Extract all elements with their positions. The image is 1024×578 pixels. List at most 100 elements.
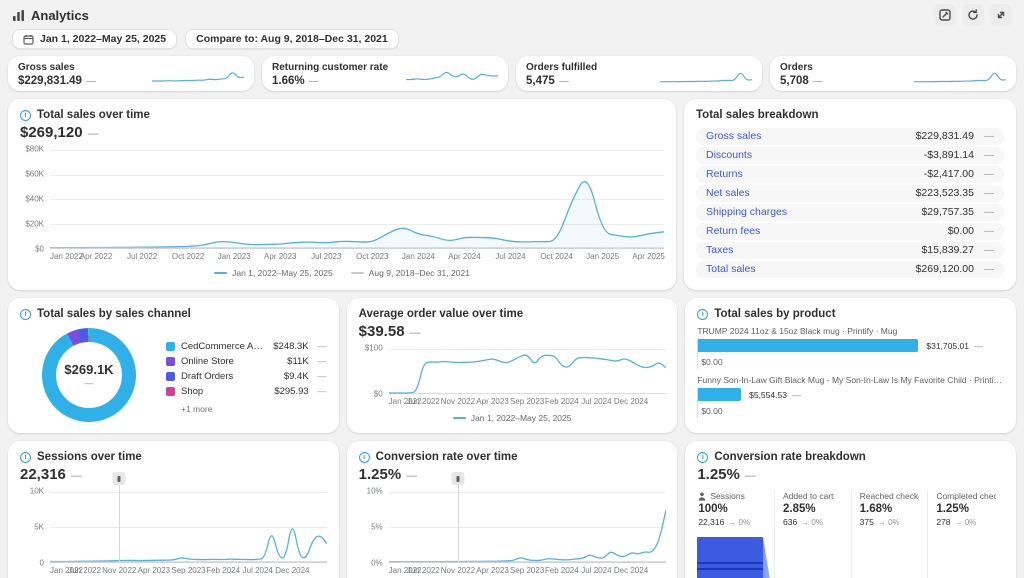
- breakdown-row-discounts[interactable]: Discounts -$3,891.14 —: [696, 147, 1004, 164]
- breakdown-row-return-fees[interactable]: Return fees $0.00 —: [696, 223, 1004, 240]
- breakdown-row-label[interactable]: Gross sales: [706, 130, 762, 143]
- channel-legend-item-draft-orders: Draft Orders $9.4K —: [166, 371, 327, 382]
- delta-dash: —: [317, 371, 327, 381]
- conversion-value: 1.25% —: [358, 466, 418, 483]
- channel-swatch: [166, 371, 175, 381]
- product-bar-row: $5,554.53—: [698, 388, 1004, 401]
- kpi-card-orders-fulfilled[interactable]: Orders fulfilled 5,475—: [516, 56, 762, 91]
- line-chart-svg: [49, 492, 328, 563]
- funnel-divider: [773, 491, 775, 578]
- legend-label: Aug 9, 2018–Dec 31, 2021: [368, 268, 470, 278]
- card-title: Conversion rate over time: [375, 451, 518, 463]
- funnel-bars-svg: [697, 537, 771, 578]
- funnel-divider: [850, 491, 852, 578]
- funnel-step-count-row: 375 → 0%: [860, 517, 920, 527]
- funnel-step-count: 636: [782, 517, 798, 527]
- delta-dash: —: [973, 340, 983, 351]
- conversion-rate-over-time-card: i Conversion rate over time 1.25% — 0% 5% 1…: [346, 441, 678, 578]
- page-title: Analytics: [31, 7, 89, 23]
- kpi-value: 5,475—: [526, 75, 569, 87]
- delta-dash: —: [317, 356, 327, 366]
- x-tick-label: Apr 2025: [632, 252, 665, 261]
- x-tick-label: Jul 2024: [495, 252, 526, 261]
- x-tick-label: Nov 2022: [102, 566, 137, 575]
- breakdown-row-label[interactable]: Taxes: [706, 244, 734, 257]
- y-tick-label: 0%: [371, 558, 383, 568]
- kpi-sparkline: [152, 72, 244, 82]
- expand-button[interactable]: [990, 4, 1012, 26]
- funnel-step-count: 278: [936, 517, 951, 527]
- product-group: Funny Son-In-Law Gift Black Mug - My Son…: [697, 375, 1004, 418]
- delta-dash: —: [812, 76, 823, 87]
- compare-picker[interactable]: Compare to: Aug 9, 2018–Dec 31, 2021: [185, 29, 399, 49]
- kpi-label: Orders fulfilled: [526, 62, 598, 73]
- kpi-value: $229,831.49—: [18, 75, 96, 87]
- breakdown-row-label[interactable]: Total sales: [706, 263, 756, 276]
- show-more-channels[interactable]: +1 more: [181, 403, 213, 414]
- insight-icon: i: [697, 308, 709, 320]
- funnel-step-label-row: Reached checkout: [860, 491, 920, 501]
- conversion-funnel: Sessions 100% 22,316 → 0% Added to cart 2.85%…: [697, 491, 1004, 578]
- card-title-row: i Conversion rate over time: [358, 451, 666, 463]
- date-range-label: Jan 1, 2022–May 25, 2025: [40, 33, 167, 45]
- breakdown-row-total-sales[interactable]: Total sales $269,120.00 —: [696, 261, 1004, 278]
- breakdown-row-label[interactable]: Net sales: [706, 187, 750, 200]
- x-tick-label: Jun 2022: [406, 397, 440, 406]
- card-title-row: i Total sales by sales channel: [20, 308, 327, 320]
- funnel-step-change: → 0%: [728, 518, 751, 527]
- title-wrap: Analytics: [12, 8, 89, 23]
- kpi-card-orders[interactable]: Orders 5,708—: [770, 56, 1016, 91]
- x-tick-label: Sep 2023: [510, 566, 545, 575]
- channel-value: $11K: [287, 355, 309, 367]
- product-group: TRUMP 2024 11oz & 15oz Black mug · Print…: [697, 326, 1004, 369]
- annotation-marker-badge[interactable]: [451, 472, 465, 485]
- breakdown-row-value: $223,523.35: [915, 187, 974, 200]
- delta-dash: —: [317, 386, 327, 396]
- breakdown-row-shipping-charges[interactable]: Shipping charges $29,757.35 —: [696, 204, 1004, 221]
- x-tick-label: Jan 2022: [388, 566, 422, 575]
- breakdown-row-label[interactable]: Shipping charges: [706, 206, 788, 219]
- funnel-step-label: Reached checkout: [859, 491, 920, 501]
- channel-swatch: [166, 386, 175, 396]
- breakdown-row-value: -$2,417.00: [923, 168, 974, 181]
- breakdown-row-returns[interactable]: Returns -$2,417.00 —: [696, 166, 1004, 183]
- kpi-sparkline: [660, 72, 752, 83]
- kpi-card-returning-customer-rate[interactable]: Returning customer rate 1.66% —: [262, 56, 508, 91]
- delta-dash: —: [87, 128, 99, 140]
- insight-icon: i: [358, 451, 370, 463]
- breakdown-row-taxes[interactable]: Taxes $15,839.27 —: [696, 242, 1004, 259]
- breakdown-row-label[interactable]: Returns: [706, 168, 743, 181]
- card-title-row: i Total sales by product: [697, 308, 1004, 320]
- breakdown-row-gross-sales[interactable]: Gross sales $229,831.49 —: [696, 128, 1004, 145]
- calendar-icon: [23, 34, 34, 45]
- card-title: Total sales over time: [37, 109, 150, 121]
- breakdown-title: Total sales breakdown: [696, 109, 819, 121]
- delta-dash: —: [317, 341, 327, 351]
- kpi-card-gross-sales[interactable]: Gross sales $229,831.49—: [8, 56, 254, 91]
- delta-dash: —: [70, 470, 82, 482]
- date-range-picker[interactable]: Jan 1, 2022–May 25, 2025: [12, 29, 178, 49]
- line-chart-svg: [388, 492, 667, 563]
- kpi-value: 1.66% —: [272, 75, 319, 87]
- breakdown-row-net-sales[interactable]: Net sales $223,523.35 —: [696, 185, 1004, 202]
- product-bar-row: $31,705.01—: [698, 339, 1004, 352]
- delta-dash: —: [984, 225, 994, 237]
- x-tick-label: Jul 2024: [581, 397, 612, 406]
- breakdown-row-label[interactable]: Return fees: [706, 225, 761, 238]
- delta-dash: —: [984, 263, 994, 275]
- annotation-marker-badge[interactable]: [112, 472, 126, 485]
- breakdown-row-label[interactable]: Discounts: [706, 149, 753, 162]
- funnel-step-label-row: Completed checkout: [936, 491, 996, 501]
- kpi-sparkline: [406, 71, 498, 81]
- refresh-button[interactable]: [962, 4, 984, 26]
- filter-bar: Jan 1, 2022–May 25, 2025 Compare to: Aug…: [8, 29, 1016, 49]
- kpi-value: 5,708—: [780, 75, 823, 87]
- funnel-step-sessions: Sessions 100% 22,316 → 0%: [697, 491, 774, 527]
- customize-dashboard-button[interactable]: [934, 4, 956, 26]
- y-tick-label: $20K: [25, 219, 44, 229]
- x-tick-label: Jan 2023: [217, 252, 251, 261]
- x-tick-label: Apr 2024: [448, 252, 481, 261]
- y-tick-label: $40K: [25, 194, 44, 204]
- delta-dash: —: [984, 244, 994, 256]
